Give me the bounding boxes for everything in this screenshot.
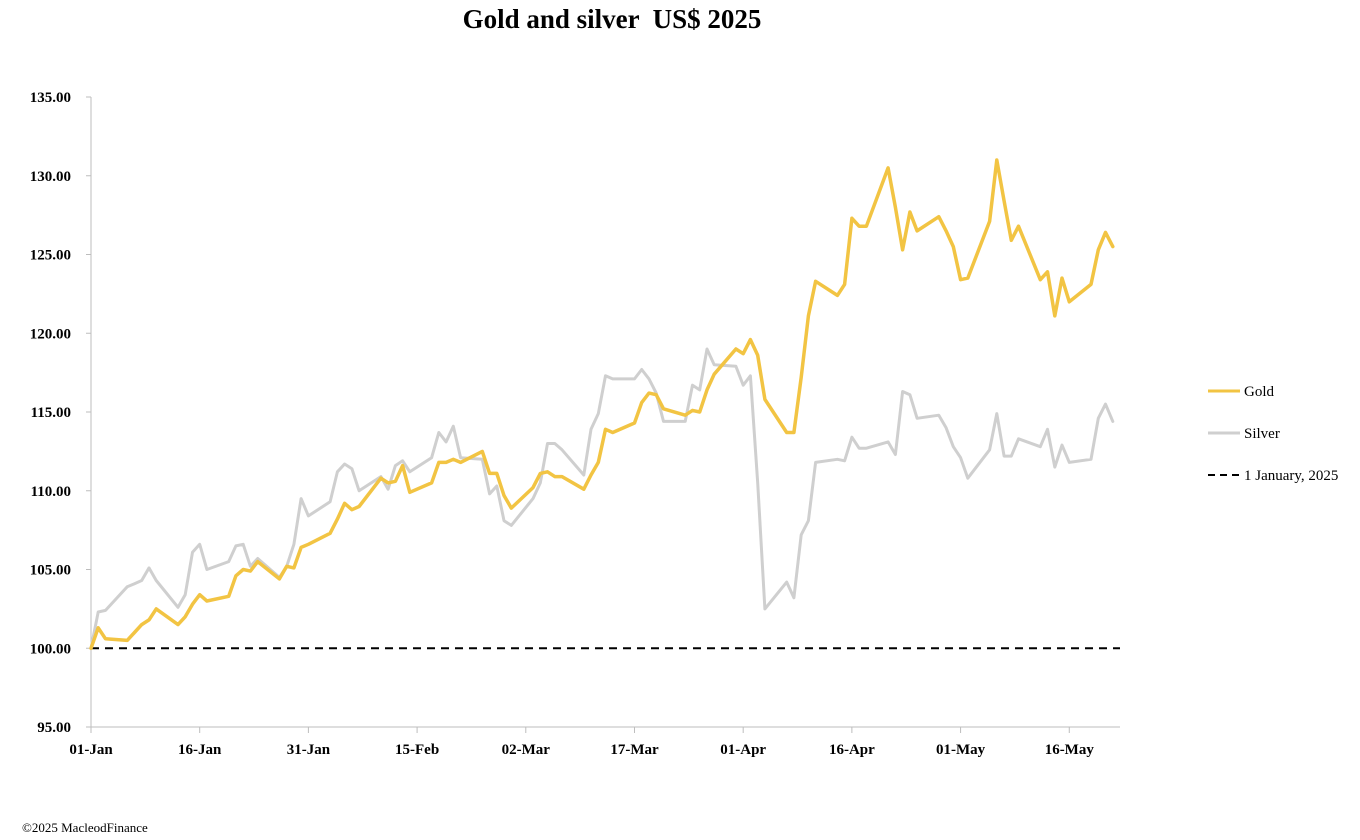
y-tick-label: 105.00 bbox=[30, 563, 71, 579]
legend-label: 1 January, 2025 bbox=[1244, 468, 1338, 484]
x-tick-label: 31-Jan bbox=[287, 742, 331, 758]
legend-label: Gold bbox=[1244, 384, 1275, 400]
y-tick-label: 120.00 bbox=[30, 326, 71, 342]
legend-label: Silver bbox=[1244, 426, 1280, 442]
x-tick-label: 01-Apr bbox=[720, 742, 766, 758]
legend-item-silver: Silver bbox=[1208, 426, 1280, 442]
y-tick-label: 130.00 bbox=[30, 169, 71, 185]
x-tick-label: 17-Mar bbox=[610, 742, 659, 758]
x-tick-label: 16-Apr bbox=[829, 742, 875, 758]
x-tick-label: 01-Jan bbox=[69, 742, 113, 758]
copyright-footer: ©2025 MacleodFinance bbox=[22, 820, 148, 835]
x-tick-label: 02-Mar bbox=[502, 742, 551, 758]
x-tick-label: 15-Feb bbox=[395, 742, 439, 758]
y-tick-label: 110.00 bbox=[31, 484, 71, 500]
x-tick-label: 16-May bbox=[1045, 742, 1095, 758]
series-layer bbox=[89, 158, 1115, 651]
x-tick-label: 16-Jan bbox=[178, 742, 222, 758]
legend-item-gold: Gold bbox=[1208, 384, 1275, 400]
y-tick-label: 100.00 bbox=[30, 641, 71, 657]
y-tick-label: 125.00 bbox=[30, 248, 71, 264]
chart-legend: Gold Silver 1 January, 2025 bbox=[1208, 384, 1338, 484]
y-tick-label: 115.00 bbox=[31, 405, 71, 421]
legend-item-baseline: 1 January, 2025 bbox=[1208, 468, 1338, 484]
chart-axes: 95.00 100.00 105.00 110.00 115.00 120.00 125.0… bbox=[30, 90, 1120, 758]
y-tick-label: 95.00 bbox=[37, 720, 71, 736]
x-tick-label: 01-May bbox=[936, 742, 986, 758]
gold-series-line bbox=[89, 158, 1115, 651]
silver-series-line bbox=[89, 347, 1115, 650]
y-tick-label: 135.00 bbox=[30, 90, 71, 106]
chart-title: Gold and silver US$ 2025 bbox=[462, 4, 762, 34]
